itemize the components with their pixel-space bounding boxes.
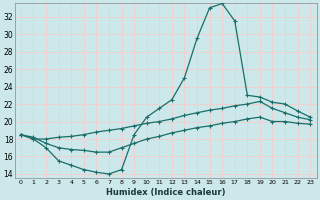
X-axis label: Humidex (Indice chaleur): Humidex (Indice chaleur) [106, 188, 225, 197]
